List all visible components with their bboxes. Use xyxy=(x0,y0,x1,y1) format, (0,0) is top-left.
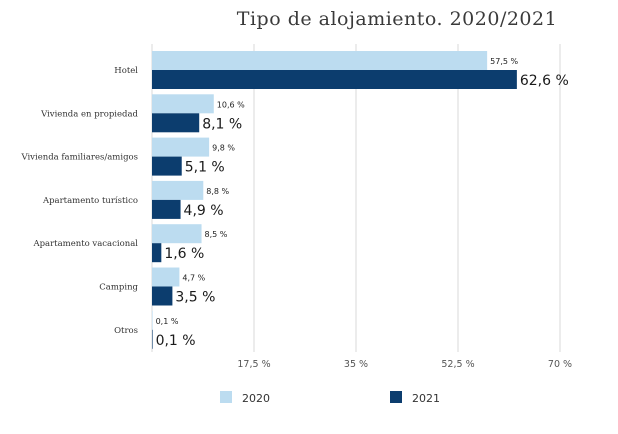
chart-title: Tipo de alojamiento. 2020/2021 xyxy=(236,8,558,30)
bar-2021 xyxy=(152,113,200,133)
data-label-2020: 57,5 % xyxy=(490,57,518,66)
legend-label-2020: 2020 xyxy=(242,392,270,405)
bar-layer xyxy=(152,51,517,349)
data-label-2021: 5,1 % xyxy=(185,160,225,176)
bar-2020 xyxy=(152,224,202,244)
data-label-2020: 0,1 % xyxy=(156,317,179,326)
category-label: Vivienda en propiedad xyxy=(40,109,138,119)
data-label-2021: 1,6 % xyxy=(164,246,204,262)
legend-swatch-2020 xyxy=(220,391,232,403)
bar-2020 xyxy=(152,137,210,157)
data-label-2021: 4,9 % xyxy=(184,203,224,219)
bar-2020 xyxy=(152,94,214,114)
legend-swatch-2021 xyxy=(390,391,402,403)
bar-2020 xyxy=(152,310,153,330)
bar-2021 xyxy=(152,329,153,349)
x-tick-label: 17,5 % xyxy=(237,359,270,370)
category-label: Apartamento vacacional xyxy=(32,239,138,249)
bar-2021 xyxy=(152,156,182,176)
data-label-2021: 8,1 % xyxy=(202,116,242,132)
bar-2021 xyxy=(152,243,162,263)
label-layer: 17,5 % 35 % 52,5 % 70 % Hotel 57,5 %62,6 % Viv… xyxy=(20,57,572,370)
legend: 2020 2021 xyxy=(220,391,440,405)
category-label: Hotel xyxy=(114,66,138,76)
category-label: Camping xyxy=(99,283,138,293)
category-label: Otros xyxy=(114,326,138,336)
data-label-2021: 0,1 % xyxy=(156,333,196,349)
data-label-2020: 4,7 % xyxy=(182,274,205,283)
bar-2020 xyxy=(152,180,204,200)
data-label-2020: 8,5 % xyxy=(205,230,228,239)
data-label-2020: 8,8 % xyxy=(206,187,229,196)
bar-2020 xyxy=(152,267,180,287)
bar-2021 xyxy=(152,70,517,89)
x-tick-label: 70 % xyxy=(548,359,572,370)
data-label-2020: 9,8 % xyxy=(212,144,235,153)
bar-2021 xyxy=(152,286,173,306)
legend-label-2021: 2021 xyxy=(412,392,440,405)
x-tick-label: 52,5 % xyxy=(441,359,474,370)
data-label-2020: 10,6 % xyxy=(217,100,245,109)
category-label: Apartamento turístico xyxy=(42,195,138,206)
bar-2021 xyxy=(152,199,181,219)
x-tick-label: 35 % xyxy=(344,359,368,370)
category-label: Vivienda familiares/amigos xyxy=(20,153,138,163)
data-label-2021: 62,6 % xyxy=(520,73,569,89)
data-label-2021: 3,5 % xyxy=(175,290,215,306)
grid-layer xyxy=(151,44,561,352)
bar-2020 xyxy=(152,51,488,70)
